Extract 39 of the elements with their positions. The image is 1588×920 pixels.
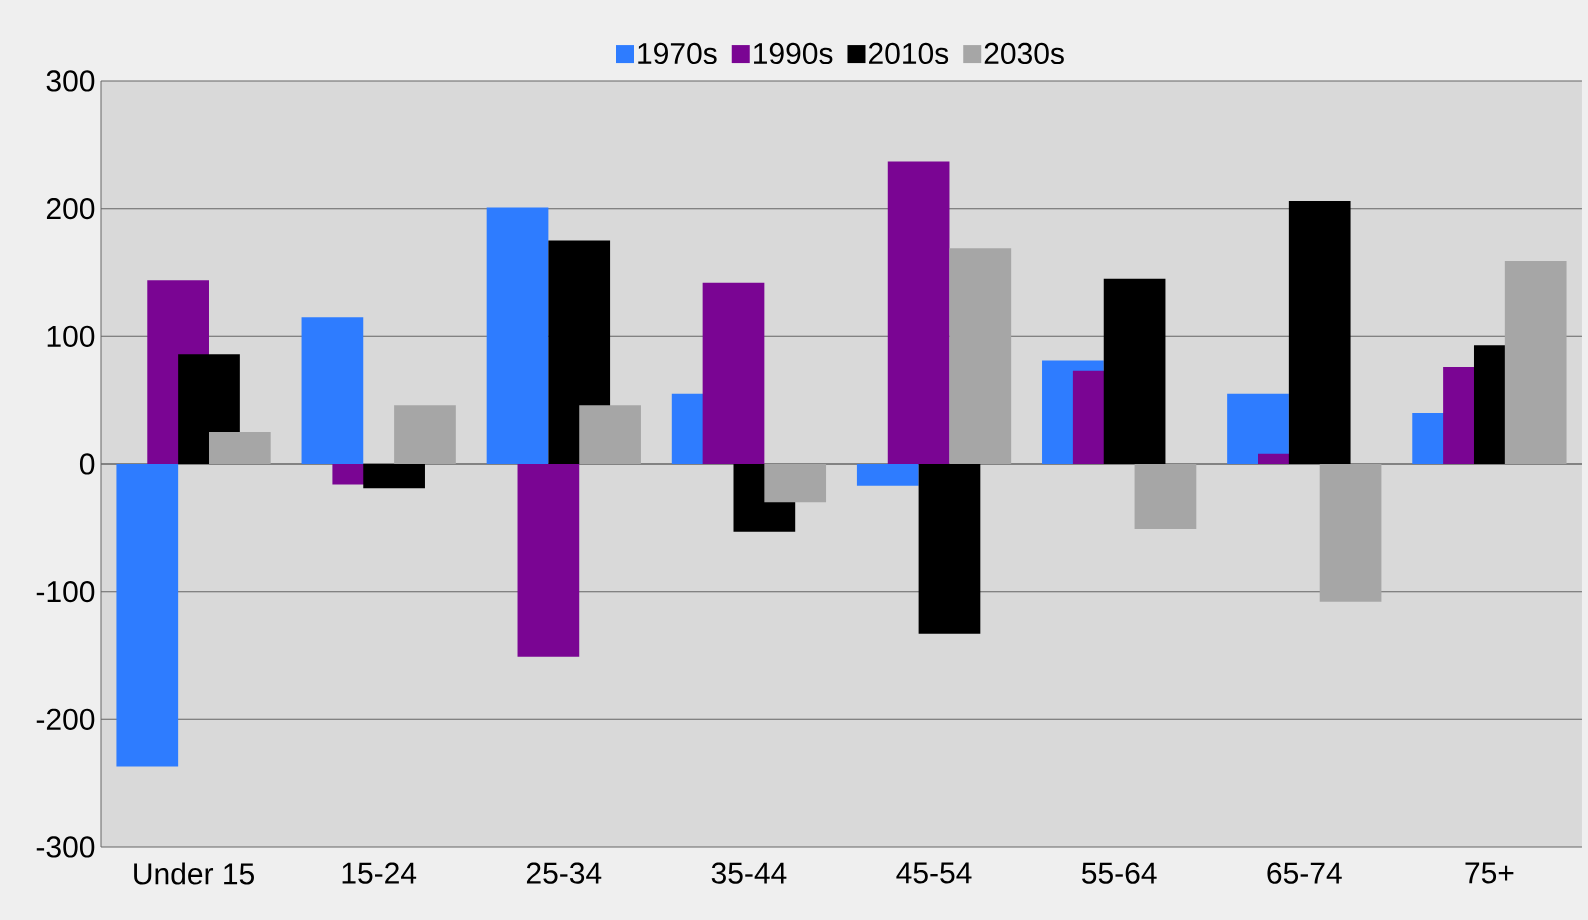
bar [1227, 393, 1289, 464]
bar [856, 463, 919, 486]
x-tick-label: Under 15 [134, 862, 254, 885]
bar [1504, 261, 1567, 464]
bar [949, 248, 1012, 464]
y-tick-label: -200 [36, 708, 95, 730]
bar [1103, 278, 1166, 464]
x-tick-label: 75+ [1465, 862, 1514, 884]
x-tick-label: 25-34 [526, 862, 602, 884]
bar [1134, 463, 1197, 530]
bar [517, 463, 580, 657]
legend-label: 2010s [868, 42, 949, 65]
legend-label: 2030s [984, 42, 1064, 65]
bar [363, 463, 425, 489]
bar [486, 207, 549, 464]
y-tick-label: -300 [36, 836, 95, 858]
bar [394, 405, 456, 464]
bar [887, 161, 950, 464]
y-tick-label: 100 [47, 325, 95, 347]
bar [301, 317, 364, 464]
bar [764, 463, 827, 503]
bar [579, 405, 641, 464]
y-tick-label: 0 [79, 453, 95, 475]
x-tick-label: 45-54 [896, 862, 972, 884]
x-tick-label: 15-24 [342, 862, 417, 884]
bar [918, 463, 981, 634]
x-tick-label: 65-74 [1267, 862, 1342, 884]
legend-label: 1970s [638, 42, 717, 65]
bar [208, 432, 271, 464]
x-tick-label: 35-44 [711, 862, 787, 884]
bar [116, 463, 179, 767]
y-tick-label: 200 [46, 198, 95, 220]
y-tick-label: -100 [36, 581, 95, 603]
x-tick-label: 55-64 [1082, 862, 1157, 884]
bar [1288, 201, 1351, 464]
bar [1319, 463, 1382, 602]
bar [702, 282, 765, 464]
y-tick-label: 300 [46, 70, 95, 92]
legend-label: 1990s [754, 42, 833, 65]
